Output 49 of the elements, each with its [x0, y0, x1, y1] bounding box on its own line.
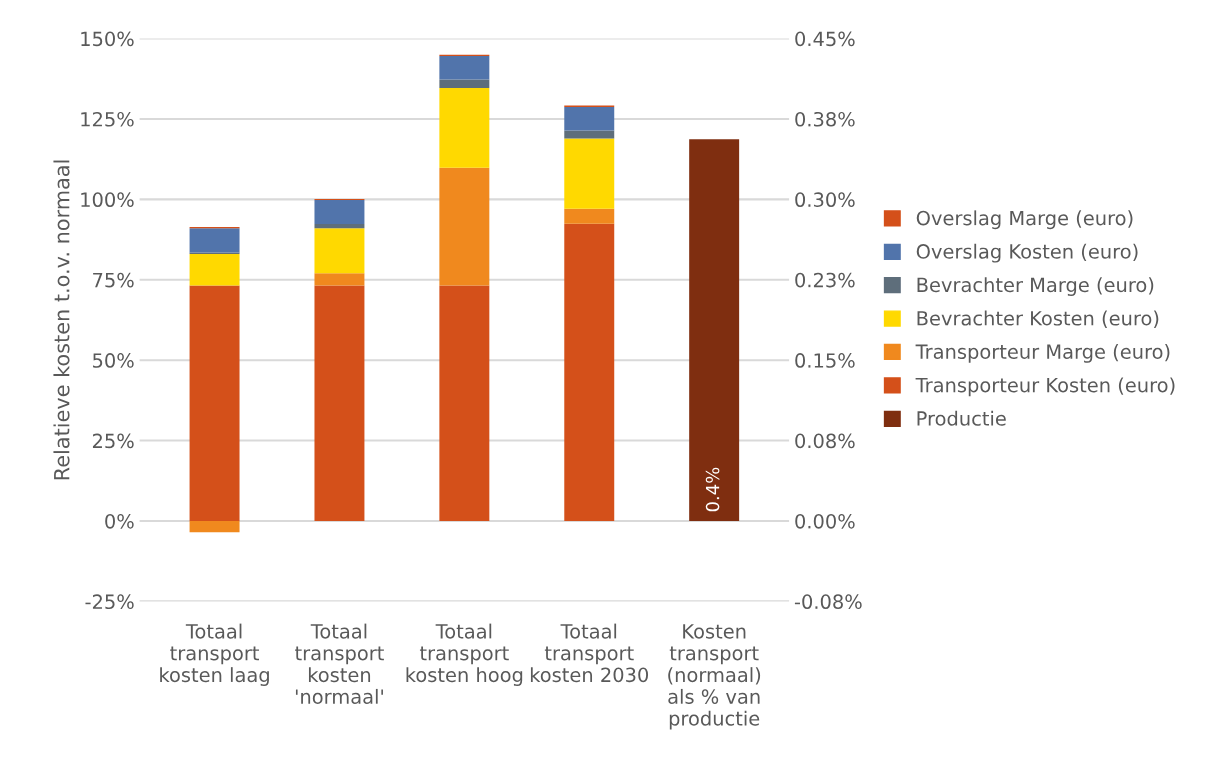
- y2-tick-label: 0.08%: [795, 433, 855, 449]
- bar: [439, 79, 490, 89]
- bar: [189, 520, 240, 533]
- y2-tick-label: -0.08%: [794, 594, 862, 610]
- y2-tick-label: 0.00%: [795, 513, 855, 529]
- x-tick-label: Totaal transport kosten 2030: [530, 623, 649, 683]
- legend-label: Overslag Marge (euro): [916, 210, 1133, 230]
- bar: [314, 200, 365, 225]
- y-tick-label: 100%: [81, 192, 134, 208]
- data-label: 0.4%: [705, 467, 720, 512]
- bar: [314, 228, 365, 274]
- bar: [564, 223, 615, 521]
- legend-label: Transporteur Marge (euro): [915, 343, 1170, 363]
- legend-label: Overslag Kosten (euro): [916, 243, 1138, 263]
- y-tick-label: 75%: [93, 272, 134, 288]
- y-tick-label: -25%: [85, 594, 134, 610]
- legend-label: Bevrachter Marge (euro): [917, 277, 1154, 296]
- bar: [439, 55, 490, 80]
- legend-label: Bevrachter Kosten (euro): [917, 310, 1159, 328]
- bar: [189, 285, 240, 521]
- legend-label: Productie: [917, 410, 1006, 426]
- y2-tick-label: 0.45%: [795, 31, 855, 47]
- bar: [189, 254, 240, 286]
- x-tick-label: Totaal transport kosten 'normaal': [295, 623, 384, 704]
- y-tick-label: 0%: [105, 513, 134, 529]
- bar: [314, 273, 365, 286]
- bar: [314, 224, 365, 229]
- bar: [189, 228, 240, 253]
- x-tick-label: Totaal transport kosten laag: [160, 623, 269, 686]
- bar: [564, 208, 615, 224]
- bar: [439, 285, 490, 521]
- bar: [564, 107, 615, 131]
- bar: [314, 285, 365, 521]
- y-tick-label: 50%: [93, 353, 134, 368]
- y2-tick-label: 0.30%: [795, 192, 855, 208]
- y2-tick-label: 0.15%: [795, 353, 855, 368]
- bar: [439, 167, 490, 286]
- bar: [439, 88, 490, 168]
- y-axis-title: Relatieve kosten t.o.v. normaal: [53, 160, 70, 480]
- x-tick-label: Kosten transport (normaal) als % van productie: [668, 624, 761, 730]
- legend-label: Transporteur Kosten (euro): [915, 377, 1175, 397]
- y2-tick-label: 0.38%: [795, 111, 855, 127]
- x-tick-label: Totaal transport kosten hoog: [406, 623, 523, 686]
- y2-tick-label: 0.23%: [795, 272, 855, 288]
- y-tick-label: 25%: [92, 433, 134, 449]
- y-tick-label: 150%: [81, 31, 134, 47]
- y-tick-label: 125%: [81, 111, 134, 127]
- bar: [564, 130, 615, 139]
- bar: [564, 138, 615, 209]
